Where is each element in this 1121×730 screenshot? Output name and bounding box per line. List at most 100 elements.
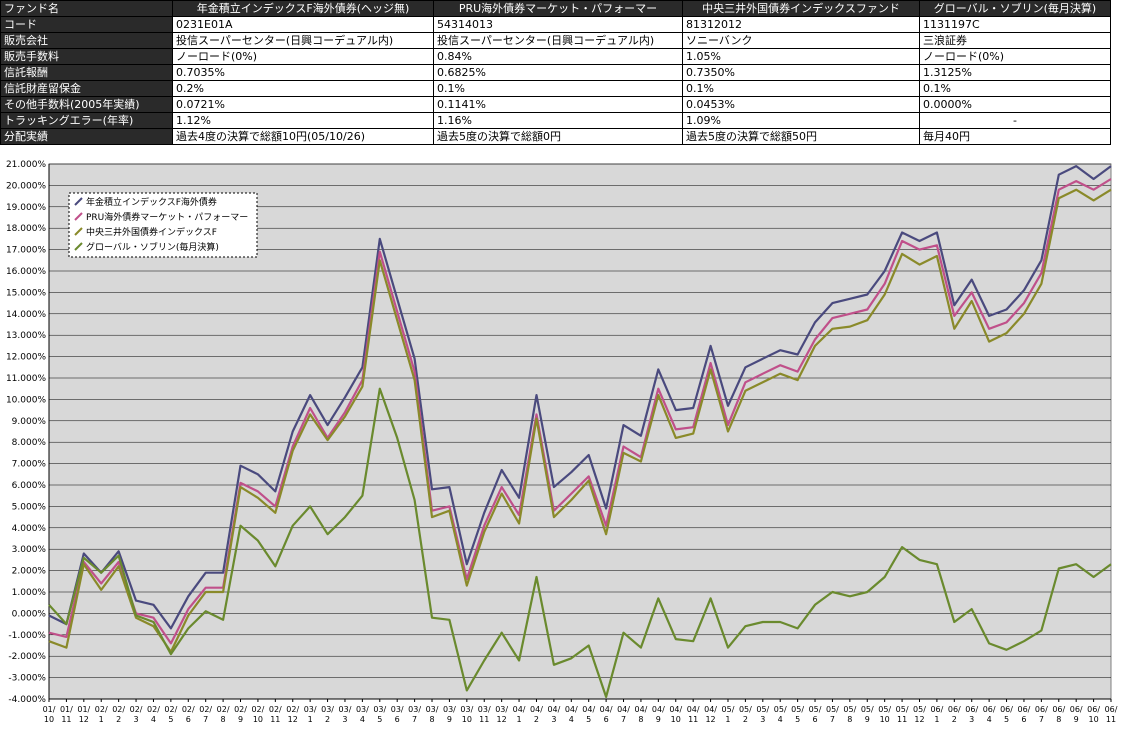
legend-swatch xyxy=(74,197,83,206)
x-tick-label: 3 xyxy=(760,715,765,724)
x-tick-label: 2 xyxy=(743,715,748,724)
x-tick-label: 1 xyxy=(517,715,522,724)
row-label-cell: 販売会社 xyxy=(0,32,173,49)
value-cell: ノーロード(0%) xyxy=(172,48,434,65)
legend-swatch xyxy=(74,227,83,236)
x-tick-label: 02/ xyxy=(182,705,195,714)
x-tick-label: 4 xyxy=(360,715,365,724)
value-cell: 0.84% xyxy=(433,48,683,65)
y-tick-label: -1.000% xyxy=(8,631,46,641)
x-tick-label: 9 xyxy=(1074,715,1079,724)
y-tick-label: 16.000% xyxy=(6,267,46,277)
y-tick-label: 4.000% xyxy=(12,524,47,534)
x-tick-label: 05/ xyxy=(878,705,891,714)
x-tick-label: 04/ xyxy=(687,705,700,714)
table-body: ファンド名 年金積立インデックスF海外債券(ヘッジ無) PRU海外債券マーケット・パ… xyxy=(0,0,1111,145)
fund-name-cell: 中央三井外国債券インデックスファンド xyxy=(682,0,920,17)
x-tick-label: 03/ xyxy=(478,705,491,714)
value-cell: 過去4度の決算で総額10円(05/10/26) xyxy=(172,128,434,145)
x-tick-label: 06/ xyxy=(1105,705,1118,714)
x-tick-label: 02/ xyxy=(269,705,282,714)
legend-label: PRU海外債券マーケット・パフォーマー xyxy=(86,211,248,223)
value-cell: 0.0000% xyxy=(919,96,1111,113)
value-cell: 1.09% xyxy=(682,112,920,129)
value-cell: 0.2% xyxy=(172,80,434,97)
x-tick-label: 4 xyxy=(569,715,574,724)
value-cell: 81312012 xyxy=(682,16,920,33)
x-tick-label: 03/ xyxy=(443,705,456,714)
value-cell: 0.7350% xyxy=(682,64,920,81)
value-cell: 1.12% xyxy=(172,112,434,129)
y-tick-label: 15.000% xyxy=(6,288,46,298)
x-tick-label: 02/ xyxy=(130,705,143,714)
x-tick-label: 05/ xyxy=(739,705,752,714)
value-cell: 0.1% xyxy=(919,80,1111,97)
legend-swatch xyxy=(74,212,83,221)
value-cell: 投信スーパーセンター(日興コーデュアル内) xyxy=(433,32,683,49)
value-cell: 0.0453% xyxy=(682,96,920,113)
x-tick-label: 6 xyxy=(186,715,191,724)
y-tick-label: 11.000% xyxy=(6,374,46,384)
series-line xyxy=(48,387,1112,699)
x-tick-label: 8 xyxy=(638,715,643,724)
x-tick-label: 10 xyxy=(671,715,681,724)
value-cell: 0231E01A xyxy=(172,16,434,33)
x-tick-label: 12 xyxy=(914,715,924,724)
x-tick-label: 03/ xyxy=(339,705,352,714)
x-tick-label: 02/ xyxy=(286,705,299,714)
x-tick-label: 04/ xyxy=(565,705,578,714)
x-tick-label: 06/ xyxy=(948,705,961,714)
x-tick-label: 02/ xyxy=(234,705,247,714)
x-tick-label: 03/ xyxy=(460,705,473,714)
x-tick-label: 4 xyxy=(778,715,783,724)
x-tick-label: 05/ xyxy=(896,705,909,714)
legend-swatch xyxy=(74,242,83,251)
x-tick-label: 5 xyxy=(168,715,173,724)
x-tick-label: 12 xyxy=(288,715,298,724)
value-cell: 過去5度の決算で総額50円 xyxy=(682,128,920,145)
x-tick-label: 8 xyxy=(847,715,852,724)
x-tick-label: 11 xyxy=(61,715,71,724)
y-tick-label: 1.000% xyxy=(12,588,47,598)
performance-line-chart: -4.000% -3.000% -2.000% -1.000% 0.000% 1.000%… xyxy=(6,160,1118,724)
x-tick-label: 02/ xyxy=(112,705,125,714)
x-tick-label: 04/ xyxy=(704,705,717,714)
value-cell: ノーロード(0%) xyxy=(919,48,1111,65)
x-tick-label: 7 xyxy=(1039,715,1044,724)
value-cell: 1.05% xyxy=(682,48,920,65)
x-tick-label: 06/ xyxy=(1018,705,1031,714)
value-cell: 毎月40円 xyxy=(919,128,1111,145)
x-tick-label: 3 xyxy=(969,715,974,724)
legend: 年金積立インデックスF海外債券 PRU海外債券マーケット・パフォーマー中央三井外国… xyxy=(68,192,258,258)
value-cell: 0.7035% xyxy=(172,64,434,81)
y-axis-ticks: -4.000% -3.000% -2.000% -1.000% 0.000% 1.000%… xyxy=(6,160,1111,705)
x-tick-label: 3 xyxy=(342,715,347,724)
y-tick-label: 13.000% xyxy=(6,331,46,341)
x-tick-label: 04/ xyxy=(582,705,595,714)
x-tick-label: 05/ xyxy=(774,705,787,714)
x-tick-label: 05/ xyxy=(826,705,839,714)
x-tick-label: 10 xyxy=(44,715,54,724)
y-tick-label: 3.000% xyxy=(12,545,47,555)
x-tick-label: 7 xyxy=(830,715,835,724)
x-tick-label: 10 xyxy=(1088,715,1098,724)
value-cell: 0.6825% xyxy=(433,64,683,81)
y-tick-label: 14.000% xyxy=(6,310,46,320)
x-tick-label: 03/ xyxy=(356,705,369,714)
y-tick-label: 20.000% xyxy=(6,181,46,191)
y-tick-label: 10.000% xyxy=(6,395,46,405)
x-tick-label: 7 xyxy=(621,715,626,724)
x-tick-label: 9 xyxy=(447,715,452,724)
x-tick-label: 4 xyxy=(987,715,992,724)
table-row: 信託報酬 0.7035% 0.6825% 0.7350% 1.3125% xyxy=(0,64,1111,81)
x-tick-label: 8 xyxy=(1056,715,1061,724)
fund-comparison-table: ファンド名 年金積立インデックスF海外債券(ヘッジ無) PRU海外債券マーケット・パ… xyxy=(0,0,1111,145)
series-line xyxy=(48,165,1112,630)
value-cell: 1131197C xyxy=(919,16,1111,33)
x-tick-label: 1 xyxy=(934,715,939,724)
row-label-cell: 信託報酬 xyxy=(0,64,173,81)
x-tick-label: 06/ xyxy=(1000,705,1013,714)
x-tick-label: 06/ xyxy=(1087,705,1100,714)
x-tick-label: 12 xyxy=(705,715,715,724)
x-tick-label: 03/ xyxy=(373,705,386,714)
